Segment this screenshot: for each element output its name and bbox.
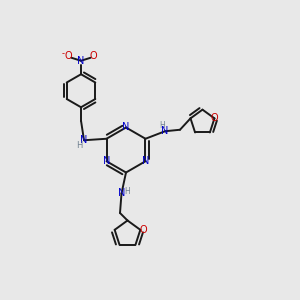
Text: O: O (140, 225, 147, 235)
Text: N: N (122, 122, 130, 133)
Text: N: N (103, 156, 110, 166)
Text: N: N (80, 135, 88, 145)
Text: N: N (77, 56, 85, 66)
Text: -: - (61, 49, 64, 58)
Text: O: O (211, 113, 218, 123)
Text: H: H (76, 141, 83, 150)
Text: N: N (161, 126, 169, 136)
Text: N: N (118, 188, 125, 199)
Text: N: N (142, 156, 149, 166)
Text: H: H (124, 188, 130, 196)
Text: O: O (90, 51, 98, 61)
Text: H: H (159, 121, 165, 130)
Text: O: O (64, 51, 72, 61)
